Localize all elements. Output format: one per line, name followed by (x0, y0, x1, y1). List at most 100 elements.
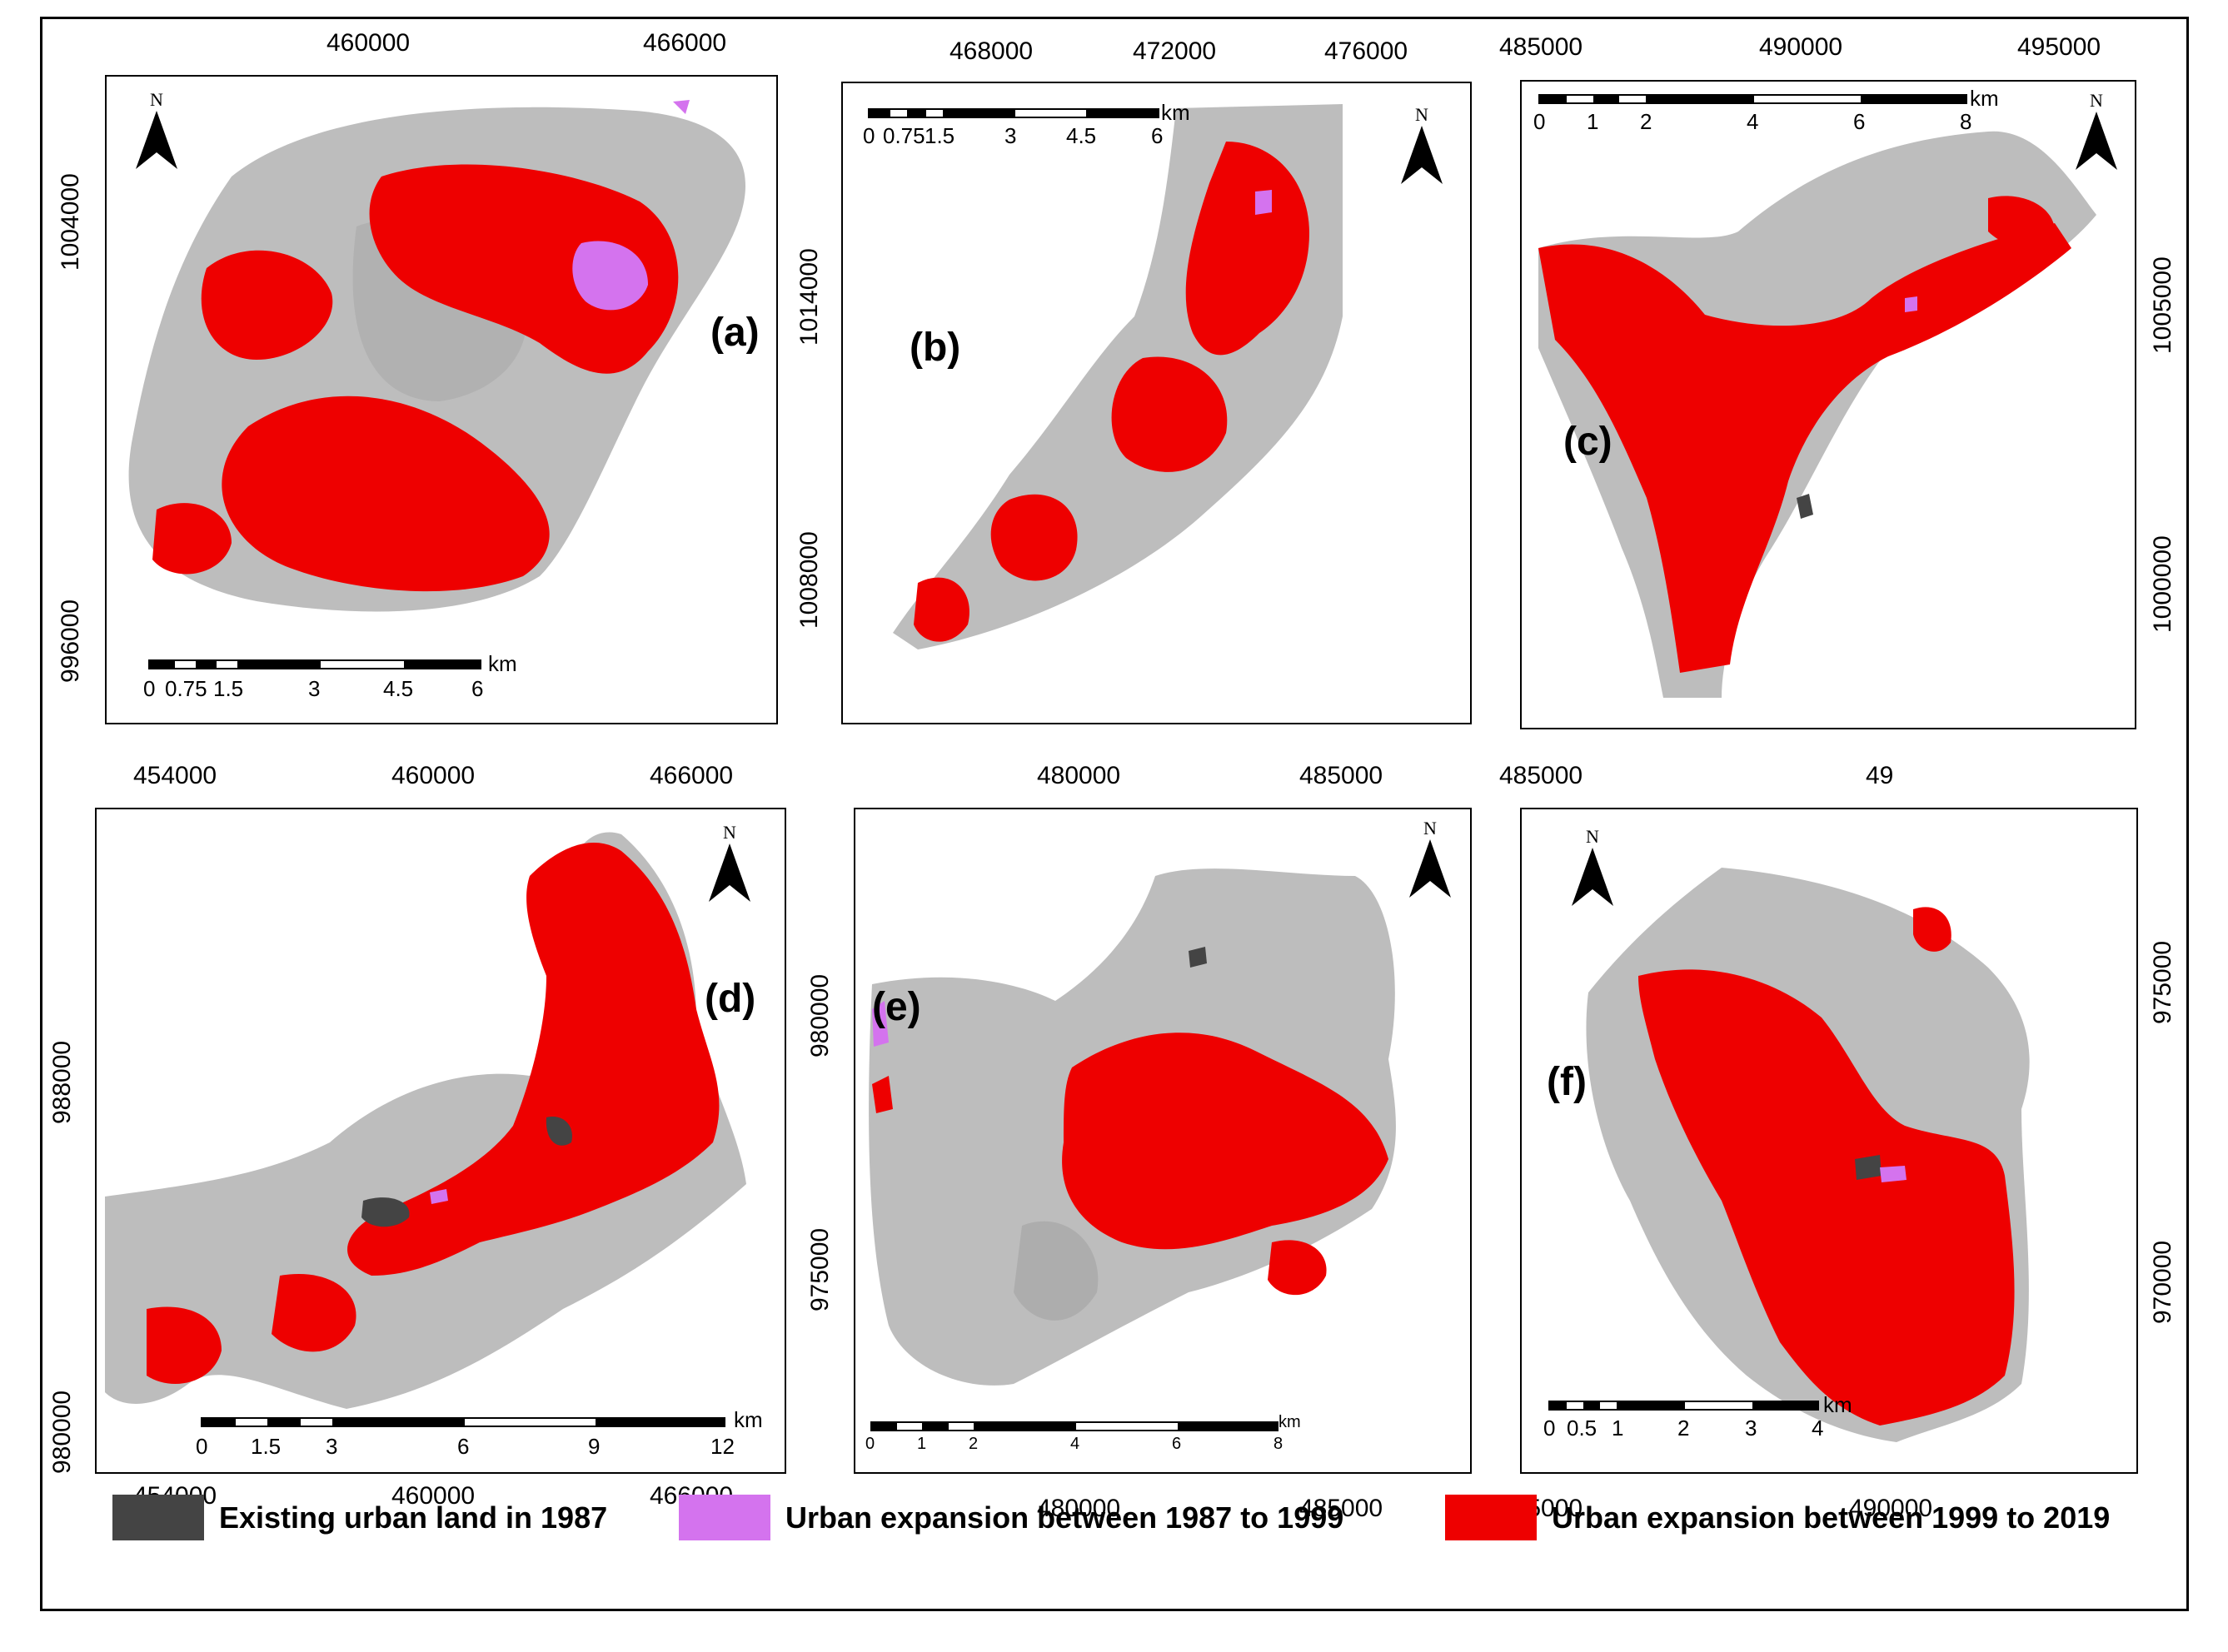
tick-b-top-1: 468000 (950, 37, 1034, 65)
legend-label-87-99: Urban expansion between 1987 to 1999 (785, 1500, 1344, 1535)
urban-99-19-a2 (201, 250, 333, 360)
scale-label: 6 (1853, 109, 1866, 134)
north-arrow-icon (1401, 126, 1443, 184)
north-arrow-a: N (132, 89, 182, 173)
scale-label: 8 (1273, 1435, 1283, 1453)
urban-87-99-d (430, 1189, 448, 1204)
scale-bar-b: km 0 0.75 1.5 3 4.5 6 (863, 100, 1218, 158)
urban-99-19-b3 (990, 494, 1078, 581)
tick-c-top-3: 495000 (2017, 33, 2101, 61)
tick-e-bottom-1: 480000 (1037, 1495, 1121, 1522)
scale-label: 0 (196, 1434, 208, 1459)
scale-label: 3 (326, 1434, 338, 1459)
map-panel-e: (e) N km 0 1 2 4 6 8 (854, 808, 1472, 1474)
urban-99-19-d1 (347, 843, 720, 1276)
tick-e-top-2: 485000 (1299, 762, 1383, 789)
tick-b-left-1: 1014000 (795, 248, 823, 346)
tick-e-top-1: 480000 (1037, 762, 1121, 789)
urban-99-19-a4 (152, 503, 232, 575)
panel-label-e: (e) (872, 985, 921, 1029)
scale-label: 3 (1745, 1416, 1757, 1441)
tick-d-bottom-2: 460000 (391, 1482, 476, 1510)
tick-f-right-2: 970000 (2149, 1240, 2176, 1324)
existing-urban-d1 (361, 1197, 410, 1227)
map-panel-d: (d) N km 0 1.5 3 6 9 12 (95, 808, 786, 1474)
map-panel-a: (a) N km 0 0.75 1.5 3 4.5 6 (105, 75, 778, 724)
scale-label: 1 (1587, 109, 1599, 134)
north-arrow-b: N (1397, 104, 1447, 188)
north-arrow-icon (1572, 848, 1613, 906)
scale-label: 3 (1004, 123, 1017, 148)
scale-label: 4 (1812, 1416, 1824, 1441)
map-area-d (105, 832, 746, 1409)
urban-99-19-a3 (222, 396, 550, 592)
legend-swatch-existing (112, 1495, 204, 1540)
existing-urban-e (1189, 947, 1207, 968)
scale-unit-c: km (1970, 86, 1999, 111)
scale-unit-a: km (488, 651, 517, 676)
scale-bar-f: km 0 0.5 1 2 3 4 (1543, 1392, 1898, 1450)
urban-99-19-b4 (914, 577, 969, 642)
tick-d-top-2: 460000 (391, 762, 476, 789)
panel-label-a: (a) (710, 311, 760, 355)
urban-87-99-e (872, 1001, 889, 1047)
existing-urban-c (1797, 494, 1813, 519)
scale-label: 9 (588, 1434, 601, 1459)
north-label-b: N (1415, 104, 1428, 125)
scale-unit-f: km (1823, 1392, 1852, 1417)
urban-99-19-c2 (1988, 196, 2055, 247)
scale-bar-a: km 0 0.75 1.5 3 4.5 6 (143, 651, 517, 709)
scale-label: 1 (1612, 1416, 1624, 1441)
north-label-f: N (1586, 826, 1599, 847)
map-area-b (893, 104, 1343, 649)
legend: Existing urban land in 1987 Urban expans… (71, 1495, 2153, 1561)
north-label-c: N (2090, 90, 2103, 111)
scale-bar-c: km 0 1 2 4 6 8 (1533, 86, 2005, 144)
scale-label: 0 (863, 123, 875, 148)
urban-99-19-e1 (1062, 1032, 1388, 1250)
legend-swatch-99-19 (1445, 1495, 1537, 1540)
scale-label: 0 (1533, 109, 1546, 134)
terrain-e-shade (1014, 1221, 1099, 1321)
tick-a-top-1: 460000 (326, 29, 411, 57)
tick-e-bottom-2: 485000 (1299, 1495, 1383, 1522)
scale-label: 2 (1640, 109, 1652, 134)
urban-99-19-b2 (1111, 356, 1228, 472)
scale-label: 0 (865, 1435, 875, 1453)
map-area-c (1538, 131, 2096, 698)
urban-99-19-e3 (872, 1076, 893, 1113)
tick-b-top-3: 476000 (1324, 37, 1408, 65)
scale-label: 4.5 (1066, 123, 1097, 148)
tick-a-left-1: 1004000 (57, 173, 84, 271)
scale-unit-e: km (1278, 1413, 1301, 1431)
panel-label-c: (c) (1563, 420, 1612, 464)
scale-label: 4 (1747, 109, 1759, 134)
urban-99-19-d3 (272, 1274, 356, 1352)
urban-87-99-b (1255, 190, 1272, 215)
tick-f-top-1: 485000 (1499, 762, 1583, 789)
urban-87-99-a (572, 241, 648, 311)
existing-urban-d2 (546, 1117, 572, 1146)
scale-label: 0 (1543, 1416, 1556, 1441)
tick-b-left-2: 1008000 (795, 531, 823, 629)
scale-label: 3 (308, 676, 321, 701)
urban-99-19-c1 (1538, 223, 2071, 673)
north-label-d: N (723, 822, 736, 843)
urban-99-19-a1 (369, 164, 679, 374)
scale-unit-b: km (1161, 100, 1190, 125)
tick-c-top-1: 485000 (1499, 33, 1583, 61)
scale-label: 6 (1151, 123, 1164, 148)
north-arrow-d: N (705, 822, 755, 906)
scale-label: 0.5 (1567, 1416, 1597, 1441)
north-arrow-icon (1409, 839, 1451, 898)
tick-d-top-1: 454000 (133, 762, 217, 789)
north-arrow-e: N (1405, 818, 1455, 902)
urban-99-19-b1 (1185, 142, 1309, 356)
scale-bar-d: km 0 1.5 3 6 9 12 (196, 1407, 784, 1467)
north-label-a: N (150, 89, 163, 110)
tick-a-top-2: 466000 (643, 29, 727, 57)
scale-label: 1 (917, 1435, 927, 1453)
urban-99-19-f1 (1638, 969, 2015, 1426)
map-panel-f: (f) N km 0 0.5 1 2 3 4 (1520, 808, 2138, 1474)
north-label-e: N (1423, 818, 1437, 838)
